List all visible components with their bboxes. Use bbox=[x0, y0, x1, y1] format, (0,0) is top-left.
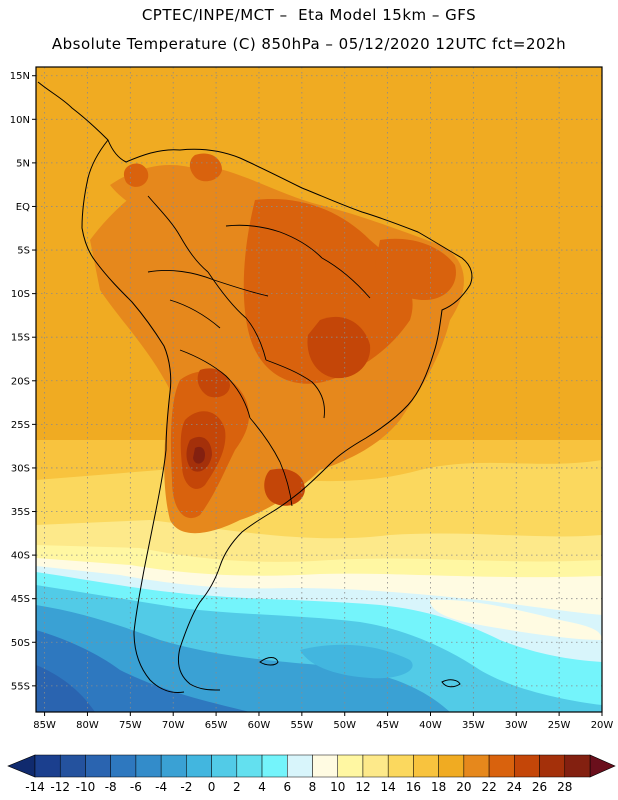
lat-tick-label: 40S bbox=[11, 551, 30, 562]
colorbar-label: -10 bbox=[76, 780, 96, 794]
lat-tick-label: 10N bbox=[10, 115, 30, 126]
colorbar-swatch bbox=[413, 754, 439, 778]
lat-tick-label: 25S bbox=[11, 420, 30, 431]
colorbar-label: 10 bbox=[330, 780, 345, 794]
colorbar-swatch bbox=[34, 754, 61, 778]
colorbar-swatch bbox=[160, 754, 187, 778]
lat-tick-label: 5N bbox=[16, 158, 30, 169]
country-borders bbox=[147, 195, 371, 507]
lat-tick-label: 20S bbox=[11, 376, 30, 387]
colorbar-swatch bbox=[186, 754, 212, 778]
colorbar-label: 24 bbox=[507, 780, 522, 794]
colorbar-swatch bbox=[312, 754, 338, 778]
lon-tick-label: 45W bbox=[376, 720, 399, 731]
colorbar-swatch bbox=[211, 754, 238, 778]
lat-tick-label: 15S bbox=[11, 333, 30, 344]
colorbar-label: -4 bbox=[155, 780, 167, 794]
lat-tick-label: 5S bbox=[17, 246, 30, 257]
colorbar-under-triangle bbox=[7, 754, 36, 778]
lon-tick-label: 30W bbox=[505, 720, 528, 731]
lat-tick-label: 35S bbox=[11, 507, 30, 518]
colorbar-label: 20 bbox=[456, 780, 471, 794]
lon-tick-label: 35W bbox=[462, 720, 485, 731]
lat-tick-label: 30S bbox=[11, 463, 30, 474]
colorbar-label: -14 bbox=[25, 780, 45, 794]
colorbar-label: -2 bbox=[180, 780, 192, 794]
colorbar-label: 8 bbox=[309, 780, 317, 794]
colorbar-swatch bbox=[362, 754, 389, 778]
lon-tick-label: 75W bbox=[119, 720, 142, 731]
lon-tick-label: 55W bbox=[291, 720, 314, 731]
map-title-line1: CPTEC/INPE/MCT – Eta Model 15km – GFS bbox=[141, 6, 477, 24]
colorbar-swatch bbox=[564, 754, 591, 778]
colorbar-swatch bbox=[236, 754, 263, 778]
lon-tick-label: 70W bbox=[162, 720, 185, 731]
lon-tick-label: 85W bbox=[33, 720, 56, 731]
lon-tick-label: 50W bbox=[333, 720, 356, 731]
colorbar-swatch bbox=[135, 754, 162, 778]
lat-tick-label: 55S bbox=[11, 681, 30, 692]
colorbar-swatch bbox=[261, 754, 288, 778]
colorbar-swatch bbox=[287, 754, 313, 778]
colorbar-swatch bbox=[463, 754, 490, 778]
colorbar-swatch bbox=[337, 754, 364, 778]
coastline bbox=[37, 81, 473, 693]
latitude-axis: 15N 10N 5N EQ 5S 10S 15S 20S 25S 30S 35S 40S 45S 50S 5… bbox=[10, 71, 36, 692]
lon-tick-label: 80W bbox=[76, 720, 99, 731]
colorbar-over-triangle bbox=[589, 754, 616, 778]
colorbar-label: 16 bbox=[406, 780, 421, 794]
lat-tick-label: 50S bbox=[11, 638, 30, 649]
lon-tick-label: 65W bbox=[205, 720, 228, 731]
lat-tick-label: 45S bbox=[11, 594, 30, 605]
colorbar-label: 12 bbox=[355, 780, 370, 794]
colorbar-label: 18 bbox=[431, 780, 446, 794]
colorbar-label: 4 bbox=[258, 780, 266, 794]
temperature-colorbar: -14 -12 -10 -8 -6 -4 -2 0 2 4 6 8 10 12 14 16 18 20 22 24 26… bbox=[7, 754, 616, 794]
map-frame bbox=[35, 66, 603, 713]
lat-tick-label: 15N bbox=[10, 71, 30, 82]
colorbar-label: 22 bbox=[481, 780, 496, 794]
lat-tick-label: EQ bbox=[16, 202, 30, 213]
colorbar-swatch bbox=[438, 754, 465, 778]
colorbar-label: -12 bbox=[50, 780, 70, 794]
map-title-line2: Absolute Temperature (C) 850hPa – 05/12/… bbox=[51, 35, 567, 53]
colorbar-swatch bbox=[110, 754, 137, 778]
colorbar-label: -6 bbox=[130, 780, 142, 794]
temperature-field bbox=[36, 67, 602, 712]
lon-tick-label: 20W bbox=[591, 720, 614, 731]
colorbar-swatch bbox=[387, 754, 414, 778]
colorbar-swatch bbox=[59, 754, 86, 778]
colorbar-swatch bbox=[514, 754, 540, 778]
colorbar-swatch bbox=[85, 754, 111, 778]
colorbar-label: 14 bbox=[381, 780, 396, 794]
colorbar-swatch bbox=[488, 754, 515, 778]
colorbar-swatch bbox=[539, 754, 566, 778]
colorbar-label: 28 bbox=[557, 780, 572, 794]
colorbar-label: 0 bbox=[208, 780, 216, 794]
lat-tick-label: 10S bbox=[11, 289, 30, 300]
lon-tick-label: 60W bbox=[248, 720, 271, 731]
colorbar-label: 26 bbox=[532, 780, 547, 794]
lon-tick-label: 40W bbox=[419, 720, 442, 731]
colorbar-label: 2 bbox=[233, 780, 241, 794]
colorbar-label: 6 bbox=[283, 780, 291, 794]
longitude-axis: 85W 80W 75W 70W 65W 60W 55W 50W 45W 40W 35W 30W 25W 2… bbox=[33, 712, 613, 731]
lon-tick-label: 25W bbox=[548, 720, 571, 731]
colorbar-label: -8 bbox=[105, 780, 117, 794]
